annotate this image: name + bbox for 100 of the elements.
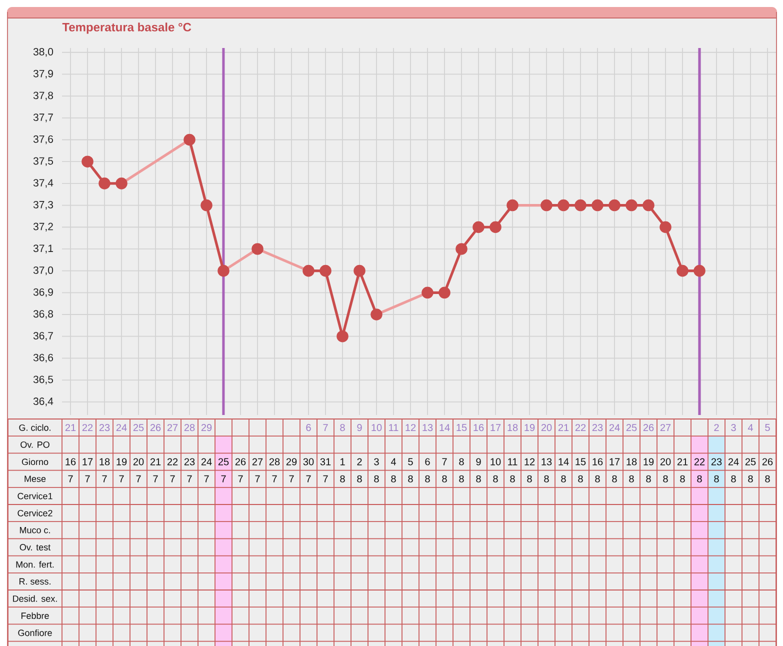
- data-label: 9: [476, 458, 481, 466]
- data-label: 30: [303, 458, 314, 466]
- data-label: 8: [561, 475, 566, 482]
- data-label: 8: [731, 475, 736, 482]
- data-label: 20: [660, 458, 671, 466]
- data-label: 8: [340, 424, 345, 432]
- data-label: 1: [340, 458, 345, 466]
- data-label: 7: [221, 475, 226, 482]
- data-label: 10: [372, 424, 382, 432]
- y-tick-label: R. sess.: [19, 578, 50, 585]
- data-label: 7: [238, 475, 243, 482]
- data-label: 25: [218, 458, 229, 466]
- data-label: 5: [408, 458, 413, 466]
- data-label: 7: [323, 475, 328, 482]
- data-label: 2: [357, 458, 362, 466]
- data-label: 8: [748, 475, 753, 482]
- data-label: 8: [663, 475, 668, 482]
- data-label: 26: [762, 458, 773, 466]
- data-label: 19: [116, 458, 127, 466]
- data-label: 15: [456, 424, 467, 432]
- data-label: 12: [406, 424, 416, 432]
- y-tick-label: 37,1: [33, 244, 53, 254]
- y-tick-label: 37,8: [33, 92, 54, 100]
- data-label: 14: [440, 424, 450, 431]
- data-label: 20: [541, 424, 552, 432]
- data-label: 8: [595, 475, 600, 482]
- data-label: 14: [558, 458, 569, 466]
- data-label: 7: [323, 424, 328, 431]
- y-tick-label: Giorno: [22, 458, 48, 466]
- data-label: 8: [544, 475, 549, 482]
- y-tick-label: 37,2: [33, 222, 53, 232]
- data-label: 8: [340, 475, 345, 482]
- data-label: 4: [748, 424, 753, 431]
- data-label: 25: [133, 424, 144, 432]
- data-label: 24: [201, 458, 212, 466]
- data-label: 20: [133, 458, 144, 466]
- data-label: 8: [527, 475, 532, 482]
- data-label: 8: [374, 475, 379, 482]
- data-label: 28: [184, 424, 195, 432]
- data-label: 9: [357, 424, 362, 432]
- data-label: 18: [626, 458, 637, 466]
- data-label: 7: [119, 475, 124, 482]
- data-label: 12: [524, 458, 535, 466]
- data-label: 8: [646, 475, 651, 482]
- y-tick-label: 36,7: [33, 332, 53, 341]
- data-label: 8: [612, 475, 617, 482]
- data-label: 8: [629, 475, 634, 482]
- data-label: 19: [644, 458, 654, 466]
- data-label: 7: [68, 475, 73, 482]
- data-label: 8: [765, 475, 770, 482]
- data-label: 16: [474, 424, 484, 432]
- data-label: 25: [626, 424, 637, 432]
- data-label: 29: [286, 458, 297, 466]
- data-label: 21: [677, 458, 688, 466]
- data-label: 23: [99, 424, 110, 432]
- data-label: 31: [320, 458, 331, 466]
- data-label: 24: [116, 424, 127, 432]
- data-label: 7: [442, 458, 447, 466]
- y-tick-label: 37,0: [33, 266, 54, 276]
- data-label: 8: [425, 475, 430, 482]
- y-tick-label: Cervice2: [18, 510, 52, 516]
- data-label: 16: [592, 458, 603, 466]
- data-label: 21: [65, 424, 76, 432]
- data-label: 8: [391, 475, 396, 482]
- data-label: 7: [170, 475, 175, 482]
- y-tick-label: 37,7: [33, 114, 53, 122]
- data-label: 8: [442, 475, 447, 482]
- y-tick-label: Cervice1: [18, 492, 52, 500]
- y-tick-label: 37,5: [33, 157, 54, 166]
- y-tick-label: 37,3: [33, 200, 54, 210]
- data-label: 13: [542, 458, 552, 466]
- y-tick-label: 36,6: [33, 354, 54, 363]
- data-label: 23: [592, 424, 603, 432]
- data-label: 6: [306, 424, 311, 432]
- data-label: 8: [697, 475, 702, 482]
- data-label: 26: [150, 424, 161, 432]
- data-label: 10: [490, 458, 501, 466]
- data-label: 26: [643, 424, 654, 432]
- y-tick-label: G. ciclo.: [19, 424, 50, 431]
- data-label: 7: [102, 475, 107, 482]
- y-tick-label: Febbre: [21, 612, 49, 619]
- data-label: 8: [357, 475, 362, 482]
- data-label: 7: [255, 475, 260, 482]
- data-label: 28: [269, 458, 280, 466]
- data-label: 2: [714, 424, 719, 432]
- data-label: 27: [167, 424, 178, 432]
- y-tick-label: Muco c.: [20, 527, 50, 534]
- data-label: 25: [745, 458, 756, 466]
- data-label: 8: [459, 475, 464, 482]
- data-label: 5: [765, 424, 770, 432]
- data-label: 8: [493, 475, 498, 482]
- data-label: 8: [476, 475, 481, 482]
- data-label: 22: [694, 458, 705, 466]
- y-tick-label: 37,6: [33, 135, 54, 144]
- chart-title: Temperatura basale °C: [62, 22, 192, 34]
- data-label: 27: [660, 424, 671, 432]
- data-label: 23: [711, 458, 722, 466]
- data-label: 3: [731, 424, 736, 432]
- y-tick-label: 38,0: [33, 48, 54, 57]
- y-tick-label: Mese: [24, 476, 46, 482]
